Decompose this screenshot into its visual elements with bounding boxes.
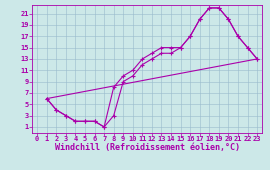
X-axis label: Windchill (Refroidissement éolien,°C): Windchill (Refroidissement éolien,°C) [55,143,240,152]
